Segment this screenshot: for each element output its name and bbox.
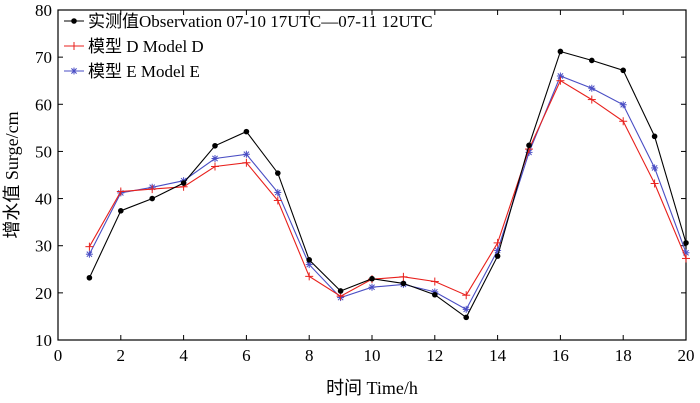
data-point — [651, 164, 659, 172]
data-point — [337, 288, 344, 294]
data-point — [211, 155, 219, 162]
data-point — [86, 274, 93, 281]
data-point — [71, 18, 77, 24]
data-point — [306, 257, 313, 263]
data-point — [650, 179, 659, 188]
legend-label: 实测值Observation 07-10 17UTC—07-11 12UTC — [88, 12, 433, 31]
series-1 — [86, 48, 689, 321]
data-point — [651, 133, 658, 140]
data-point — [369, 275, 375, 282]
data-point — [180, 180, 187, 186]
y-tick-label: 30 — [35, 237, 52, 256]
y-tick-label: 40 — [35, 190, 52, 209]
data-point — [274, 188, 282, 196]
x-tick-label: 6 — [242, 346, 251, 365]
data-point — [620, 67, 626, 74]
series-layer — [85, 48, 690, 321]
data-point — [557, 48, 564, 55]
data-point — [118, 208, 124, 214]
x-tick-label: 16 — [552, 346, 569, 365]
tick-labels: 0 2 4 6 8 10 12 14 16 18 20 10 20 30 40 50 60 70 80 — [35, 1, 695, 365]
data-point — [400, 280, 407, 287]
series-2 — [85, 76, 690, 301]
data-point — [526, 142, 532, 149]
data-point — [619, 117, 628, 126]
legend: 实测值Observation 07-10 17UTC—07-11 12UTC 模型… — [64, 12, 433, 81]
data-point — [211, 162, 219, 171]
data-point — [589, 57, 595, 64]
legend-label: 模型 D Model D — [88, 37, 204, 56]
data-point — [494, 253, 501, 259]
data-point — [85, 250, 93, 258]
data-point — [242, 158, 251, 167]
data-point — [70, 42, 78, 50]
data-point — [273, 196, 282, 205]
data-point — [212, 142, 218, 149]
x-tick-label: 10 — [364, 346, 381, 365]
series-line — [88, 50, 687, 319]
data-point — [70, 67, 78, 75]
axis-ticks — [57, 9, 687, 341]
x-tick-label: 4 — [179, 346, 188, 365]
data-point — [462, 305, 470, 313]
x-tick-label: 14 — [489, 346, 507, 365]
x-tick-label: 0 — [54, 346, 63, 365]
data-point — [368, 283, 376, 291]
data-point — [587, 95, 596, 104]
data-point — [588, 84, 596, 92]
data-point — [85, 242, 94, 251]
legend-item-2: 模型 D Model D — [64, 37, 204, 56]
data-point — [116, 187, 125, 196]
data-point — [462, 291, 471, 300]
y-axis-label: 增水值 Surge/cm — [2, 111, 22, 238]
y-tick-label: 70 — [35, 48, 52, 67]
data-point — [682, 254, 690, 263]
data-point — [463, 314, 470, 321]
y-tick-label: 80 — [35, 1, 52, 20]
series-line — [88, 79, 687, 297]
data-point — [305, 272, 314, 281]
data-point — [556, 72, 564, 80]
data-point — [619, 101, 627, 109]
x-tick-label: 18 — [615, 346, 632, 365]
data-point — [399, 272, 408, 281]
y-tick-label: 20 — [35, 284, 52, 303]
data-point — [275, 170, 281, 176]
x-tick-label: 12 — [426, 346, 443, 365]
series-line — [88, 75, 687, 311]
data-point — [432, 291, 438, 298]
x-tick-label: 2 — [117, 346, 126, 365]
y-tick-label: 60 — [35, 95, 52, 114]
data-point — [683, 240, 689, 246]
x-axis-label: 时间 Time/h — [326, 378, 418, 398]
x-tick-label: 20 — [678, 346, 695, 365]
legend-item-3: 模型 E Model E — [64, 62, 200, 81]
series-3 — [85, 72, 690, 313]
data-point — [243, 128, 250, 135]
y-tick-label: 10 — [35, 331, 52, 350]
x-tick-label: 8 — [305, 346, 314, 365]
legend-label: 模型 E Model E — [88, 62, 200, 81]
data-point — [430, 277, 439, 286]
data-point — [149, 195, 155, 202]
y-tick-label: 50 — [35, 142, 52, 161]
data-point — [242, 150, 250, 158]
data-point — [556, 76, 565, 85]
data-point — [493, 238, 502, 247]
legend-item-1: 实测值Observation 07-10 17UTC—07-11 12UTC — [64, 12, 433, 31]
data-point — [148, 185, 157, 194]
